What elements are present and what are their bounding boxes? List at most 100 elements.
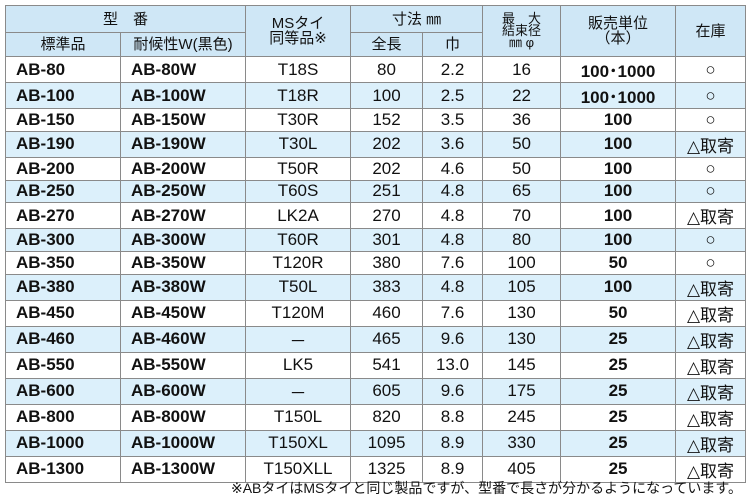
table-cell: 4.6 (422, 156, 484, 181)
table-cell: AB-600W (119, 377, 247, 405)
table-cell: 4.8 (422, 179, 484, 204)
table-cell: AB-80W (119, 56, 247, 83)
table-body: AB-80 AB-80W T18S 80 2.2 16 100･1000 ○ AB-100 AB-… (5, 56, 747, 483)
table-cell: AB-200W (119, 156, 247, 181)
table-cell: AB-150 (5, 108, 121, 132)
table-cell: ○ (675, 56, 747, 83)
table-cell: AB-380W (119, 273, 247, 301)
table-cell: AB-550 (5, 351, 121, 379)
table-cell: 100 (350, 82, 424, 109)
table-row: AB-450 AB-450W T120M 460 7.6 130 50 △取寄 (5, 299, 747, 327)
table-cell: － (245, 325, 352, 353)
table-cell: 130 (482, 299, 562, 327)
table-cell: 2.5 (422, 82, 484, 109)
table-cell: 105 (482, 273, 562, 301)
table-cell: 80 (350, 56, 424, 83)
table-cell: 130 (482, 325, 562, 353)
table-cell: △取寄 (675, 273, 747, 301)
table-cell: T18R (245, 82, 352, 109)
table-row: AB-1300 AB-1300W T150XLL 1325 8.9 405 25 △取寄 (5, 455, 747, 483)
table-cell: AB-550W (119, 351, 247, 379)
header-line: 最 大 (502, 11, 542, 26)
header-cell: 耐候性W(黒色) (119, 32, 247, 57)
header-line: 同等品※ (269, 30, 327, 47)
table-cell: 70 (482, 202, 562, 230)
table-cell: ○ (675, 228, 747, 252)
table-cell: AB-460W (119, 325, 247, 353)
table-cell: 245 (482, 403, 562, 431)
table-cell: 270 (350, 202, 424, 230)
table-cell: ○ (675, 251, 747, 275)
table-cell: AB-300 (5, 228, 121, 252)
table-row: AB-460 AB-460W － 465 9.6 130 25 △取寄 (5, 325, 747, 353)
table-cell: AB-1000W (119, 429, 247, 457)
table-cell: 100 (560, 202, 677, 230)
table-cell: T50L (245, 273, 352, 301)
header-cell: MSタイ 同等品※ (245, 5, 352, 57)
header-cell: 型 番 (4, 5, 247, 33)
table-cell: AB-350W (119, 251, 247, 275)
table-cell: 100 (482, 251, 562, 275)
header-line: 販売単位 (588, 15, 649, 32)
table-cell: 465 (350, 325, 424, 353)
table-cell: 202 (350, 156, 424, 181)
table-cell: 22 (482, 82, 562, 109)
table-cell: 25 (560, 351, 677, 379)
table-cell: AB-450W (119, 299, 247, 327)
table-row: AB-80 AB-80W T18S 80 2.2 16 100･1000 ○ (5, 56, 747, 83)
table-cell: 383 (350, 273, 424, 301)
table-cell: AB-200 (5, 156, 121, 181)
table-cell: ○ (675, 82, 747, 109)
table-cell: T150XLL (245, 455, 352, 483)
table-cell: AB-1300W (119, 455, 247, 483)
table-cell: 8.8 (422, 403, 484, 431)
table-cell: AB-800W (119, 403, 247, 431)
table-cell: T18S (245, 56, 352, 83)
table-cell: ○ (675, 108, 747, 132)
table-cell: 8.9 (422, 455, 484, 483)
table-cell: 251 (350, 179, 424, 204)
table-cell: AB-450 (5, 299, 121, 327)
header-line: ㎜ φ (509, 35, 535, 50)
table-cell: △取寄 (675, 429, 747, 457)
table-cell: AB-1000 (5, 429, 121, 457)
table-cell: 330 (482, 429, 562, 457)
header-cell: 巾 (422, 32, 484, 57)
table-row: AB-270 AB-270W LK2A 270 4.8 70 100 △取寄 (5, 202, 747, 230)
table-row: AB-200 AB-200W T50R 202 4.6 50 100 ○ (5, 156, 747, 181)
table-cell: 50 (560, 299, 677, 327)
header-cell: 在庫 (675, 5, 747, 57)
table-cell: AB-250 (5, 179, 121, 204)
table-cell: AB-270 (5, 202, 121, 230)
table-cell: 100 (560, 108, 677, 132)
table-cell: 100 (560, 156, 677, 181)
table-cell: 100･1000 (560, 56, 677, 83)
table-cell: T150L (245, 403, 352, 431)
table-cell: AB-250W (119, 179, 247, 204)
table-cell: 36 (482, 108, 562, 132)
table-cell: AB-270W (119, 202, 247, 230)
table-row: AB-380 AB-380W T50L 383 4.8 105 100 △取寄 (5, 273, 747, 301)
table-row: AB-1000 AB-1000W T150XL 1095 8.9 330 25 △取寄 (5, 429, 747, 457)
table-cell: 3.6 (422, 130, 484, 158)
footnote: ※ABタイはMSタイと同じ製品ですが、型番で長さが分かるようになっています。 (230, 480, 742, 496)
table-cell: 9.6 (422, 325, 484, 353)
table-cell: △取寄 (675, 351, 747, 379)
table-cell: △取寄 (675, 325, 747, 353)
table-cell: － (245, 377, 352, 405)
table-cell: AB-350 (5, 251, 121, 275)
header-line: 結束径 (502, 23, 542, 38)
table-cell: △取寄 (675, 130, 747, 158)
table-cell: 25 (560, 403, 677, 431)
table-cell: △取寄 (675, 455, 747, 483)
table-cell: LK2A (245, 202, 352, 230)
table-cell: ○ (675, 156, 747, 181)
table-cell: 80 (482, 228, 562, 252)
table-cell: ○ (675, 179, 747, 204)
table-cell: 100 (560, 273, 677, 301)
table-cell: AB-100W (119, 82, 247, 109)
table-cell: T30L (245, 130, 352, 158)
table-cell: 50 (482, 130, 562, 158)
